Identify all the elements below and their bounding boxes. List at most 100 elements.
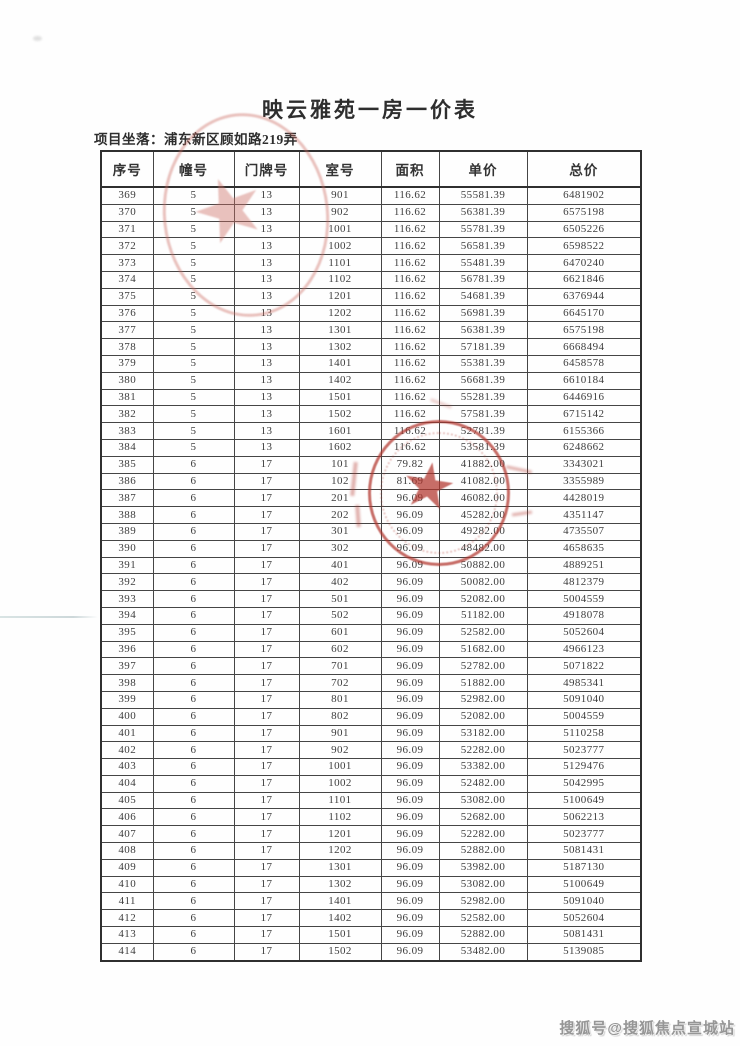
table-cell: 79.82 <box>380 455 440 474</box>
table-cell: 96.09 <box>380 774 440 793</box>
table-cell: 395 <box>100 623 154 642</box>
table-cell: 81.69 <box>380 472 440 491</box>
table-cell: 52482.00 <box>438 774 528 793</box>
table-cell: 5 <box>152 203 235 222</box>
table-cell: 1002 <box>298 774 382 793</box>
table-cell: 6 <box>152 455 235 474</box>
table-cell: 6 <box>152 606 235 625</box>
table-cell: 802 <box>298 707 382 726</box>
table-cell: 394 <box>100 606 154 625</box>
table-cell: 17 <box>233 791 300 810</box>
table-cell: 116.62 <box>380 405 440 424</box>
table-cell: 6470240 <box>526 254 642 272</box>
table-cell: 96.09 <box>380 808 440 827</box>
table-cell: 372 <box>100 237 154 256</box>
table-cell: 602 <box>298 640 382 659</box>
table-cell: 55381.39 <box>438 354 528 373</box>
table-cell: 1401 <box>298 892 382 911</box>
table-cell: 13 <box>233 203 300 222</box>
table-row: 380 5 13 1402 116.62 56681.39 6610184 <box>100 371 642 390</box>
table-row: 378 5 13 1302 116.62 57181.39 6668494 <box>100 338 642 356</box>
table-cell: 6 <box>152 825 235 844</box>
table-cell: 13 <box>233 338 300 356</box>
table-row: 407 6 17 1201 96.09 52282.00 5023777 <box>100 825 642 844</box>
table-cell: 1101 <box>298 791 382 810</box>
table-cell: 6 <box>152 724 235 743</box>
table-cell: 96.09 <box>380 623 440 642</box>
table-cell: 55581.39 <box>438 186 528 205</box>
table-cell: 5 <box>152 220 235 239</box>
scan-artifact-line <box>0 616 98 618</box>
table-cell: 1102 <box>298 808 382 827</box>
table-cell: 17 <box>233 707 300 726</box>
table-cell: 13 <box>233 354 300 373</box>
table-cell: 1402 <box>298 909 382 928</box>
table-row: 400 6 17 802 96.09 52082.00 5004559 <box>100 707 642 726</box>
table-cell: 5 <box>152 237 235 256</box>
table-cell: 52782.00 <box>438 657 528 676</box>
table-cell: 17 <box>233 690 300 709</box>
table-cell: 96.09 <box>380 539 440 558</box>
table-cell: 6 <box>152 674 235 692</box>
table-cell: 116.62 <box>380 438 440 457</box>
table-cell: 17 <box>233 506 300 524</box>
table-row: 373 5 13 1101 116.62 55481.39 6470240 <box>100 254 642 272</box>
table-cell: 17 <box>233 741 300 760</box>
column-header: 室号 <box>298 150 382 188</box>
table-cell: 1201 <box>298 287 382 306</box>
table-cell: 405 <box>100 791 154 810</box>
table-cell: 6621846 <box>526 270 642 289</box>
table-row: 398 6 17 702 96.09 51882.00 4985341 <box>100 674 642 692</box>
sohu-watermark: 搜狐号@搜狐焦点宣城站 <box>559 1020 735 1037</box>
table-cell: 56381.39 <box>438 203 528 222</box>
table-cell: 96.09 <box>380 942 440 962</box>
table-row: 375 5 13 1201 116.62 54681.39 6376944 <box>100 287 642 306</box>
table-cell: 701 <box>298 657 382 676</box>
table-cell: 1202 <box>298 842 382 860</box>
table-cell: 96.09 <box>380 556 440 575</box>
table-cell: 55281.39 <box>438 388 528 407</box>
table-cell: 96.09 <box>380 657 440 676</box>
table-cell: 17 <box>233 472 300 491</box>
table-cell: 13 <box>233 321 300 340</box>
table-cell: 96.09 <box>380 842 440 860</box>
table-cell: 1002 <box>298 237 382 256</box>
table-cell: 5052604 <box>526 909 642 928</box>
page-title: 映云雅苑一房一价表 <box>262 98 478 123</box>
table-cell: 96.09 <box>380 506 440 524</box>
table-cell: 96.09 <box>380 606 440 625</box>
table-cell: 6575198 <box>526 321 642 340</box>
table-cell: 17 <box>233 640 300 659</box>
table-cell: 385 <box>100 455 154 474</box>
table-cell: 5023777 <box>526 825 642 844</box>
table-cell: 17 <box>233 774 300 793</box>
table-row: 374 5 13 1102 116.62 56781.39 6621846 <box>100 270 642 289</box>
table-cell: 6 <box>152 573 235 592</box>
table-cell: 901 <box>298 186 382 205</box>
table-cell: 1101 <box>298 254 382 272</box>
table-cell: 387 <box>100 489 154 508</box>
table-cell: 409 <box>100 858 154 877</box>
table-cell: 116.62 <box>380 220 440 239</box>
table-cell: 17 <box>233 556 300 575</box>
table-cell: 96.09 <box>380 724 440 743</box>
table-row: 386 6 17 102 81.69 41082.00 3355989 <box>100 472 642 491</box>
table-cell: 5 <box>152 338 235 356</box>
table-cell: 51882.00 <box>438 674 528 692</box>
table-row: 371 5 13 1001 116.62 55781.39 6505226 <box>100 220 642 239</box>
table-cell: 96.09 <box>380 926 440 944</box>
table-cell: 53982.00 <box>438 858 528 877</box>
table-cell: 5110258 <box>526 724 642 743</box>
table-cell: 1501 <box>298 926 382 944</box>
table-cell: 17 <box>233 724 300 743</box>
table-cell: 49282.00 <box>438 522 528 541</box>
table-cell: 6376944 <box>526 287 642 306</box>
table-cell: 6610184 <box>526 371 642 390</box>
table-cell: 601 <box>298 623 382 642</box>
table-cell: 5 <box>152 371 235 390</box>
table-cell: 902 <box>298 741 382 760</box>
table-cell: 1301 <box>298 858 382 877</box>
table-cell: 5 <box>152 405 235 424</box>
table-row: 411 6 17 1401 96.09 52982.00 5091040 <box>100 892 642 911</box>
